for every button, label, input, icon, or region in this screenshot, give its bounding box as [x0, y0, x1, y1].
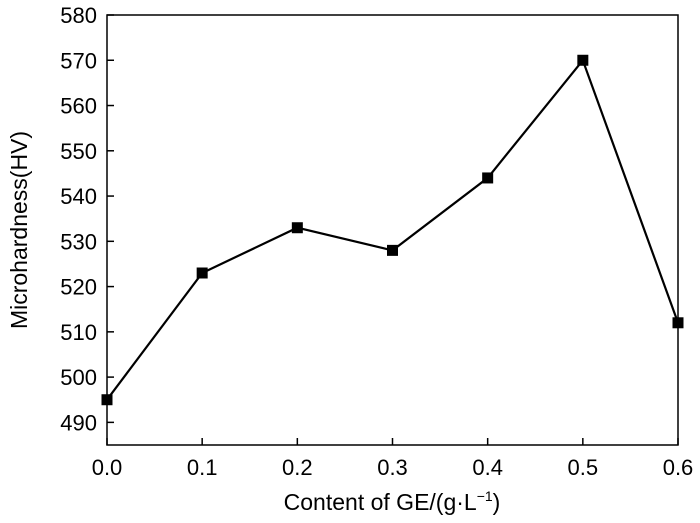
y-tick-label: 500 — [60, 365, 97, 390]
x-tick-label: 0.6 — [663, 455, 694, 480]
y-axis-title: Microhardness(HV) — [6, 131, 32, 329]
series-line — [106, 58, 680, 401]
x-axis-title: Content of GE/(g·L−1) — [284, 488, 501, 515]
x-axis-title-superscript: −1 — [477, 488, 493, 504]
x-axis-title-suffix: ) — [493, 489, 501, 515]
x-tick-label: 0.1 — [187, 455, 218, 480]
data-point — [577, 54, 589, 66]
y-tick-label: 580 — [60, 3, 97, 28]
x-tick-label: 0.3 — [377, 455, 408, 480]
x-tick-label: 0.4 — [472, 455, 503, 480]
y-tick-label: 530 — [60, 229, 97, 254]
plot-frame — [106, 14, 679, 446]
data-point — [482, 172, 494, 184]
x-axis-title-main: Content of GE/(g·L — [284, 489, 477, 515]
y-tick-label: 510 — [60, 320, 97, 345]
x-tick-label: 0.2 — [282, 455, 313, 480]
y-axis-ticks: 490 500 510 520 530 540 550 560 570 580 — [60, 3, 114, 435]
y-tick-label: 520 — [60, 275, 97, 300]
data-point — [291, 222, 303, 234]
data-point — [101, 394, 113, 406]
y-tick-label: 560 — [60, 94, 97, 119]
x-axis-ticks: 0.0 0.1 0.2 0.3 0.4 0.5 0.6 — [92, 438, 694, 480]
series-layer — [101, 54, 684, 406]
y-tick-label: 540 — [60, 184, 97, 209]
y-tick-label: 570 — [60, 48, 97, 73]
y-tick-label: 550 — [60, 139, 97, 164]
data-point — [387, 244, 398, 256]
x-tick-label: 0.0 — [92, 455, 123, 480]
x-tick-label: 0.5 — [568, 455, 599, 480]
data-point — [196, 267, 208, 279]
data-point — [672, 317, 684, 329]
y-tick-label: 490 — [60, 410, 97, 435]
